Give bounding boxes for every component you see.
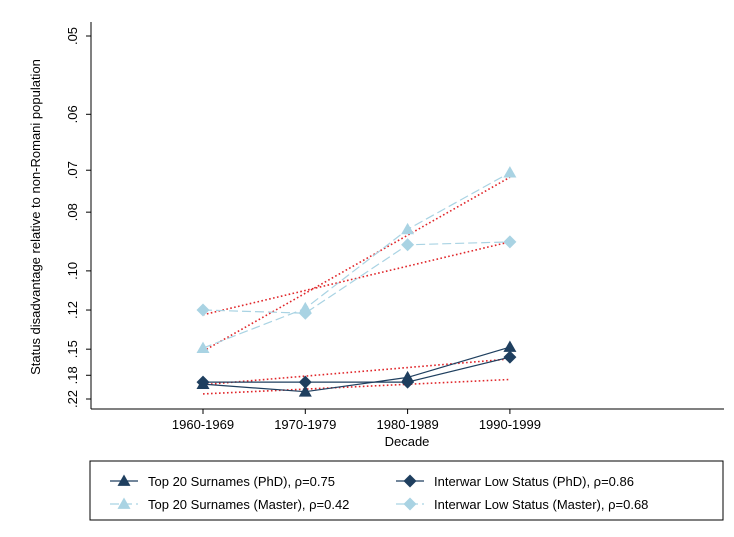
diamond-marker — [401, 375, 415, 389]
x-axis-ticks: 1960-1969 1970-1979 1980-1989 1990-1999 — [172, 409, 541, 432]
x-tick-label: 1990-1999 — [479, 417, 541, 432]
y-tick-label: .06 — [65, 105, 80, 123]
series-line — [202, 241, 510, 314]
y-tick-label: .10 — [65, 262, 80, 280]
x-tick-label: 1970-1979 — [274, 417, 336, 432]
legend-label: Top 20 Surnames (PhD), ρ=0.75 — [148, 474, 335, 489]
legend-label: Top 20 Surnames (Master), ρ=0.42 — [148, 497, 349, 512]
series-line — [203, 356, 511, 383]
series-line — [202, 346, 511, 393]
triangle-marker — [401, 222, 415, 235]
series-lines — [196, 166, 517, 397]
legend-box — [89, 460, 724, 521]
diamond-marker — [298, 306, 312, 320]
legend-label: Interwar Low Status (Master), ρ=0.68 — [434, 497, 648, 512]
diamond-marker — [503, 350, 517, 364]
legend: Top 20 Surnames (PhD), ρ=0.75 Interwar Lo… — [110, 474, 648, 512]
y-tick-label: .05 — [65, 27, 80, 45]
fit-line — [202, 358, 510, 386]
plot-area — [91, 22, 724, 409]
y-tick-label: .22 — [65, 390, 80, 408]
diamond-marker — [503, 235, 517, 249]
y-tick-label: .07 — [65, 161, 80, 179]
y-tick-label: .15 — [65, 340, 80, 358]
diamond-marker — [403, 497, 417, 511]
legend-label: Interwar Low Status (PhD), ρ=0.86 — [434, 474, 634, 489]
y-axis-title: Status disadvantage relative to non-Roma… — [28, 59, 43, 375]
fit-line — [202, 241, 511, 316]
diamond-marker — [403, 474, 417, 488]
fit-line — [202, 378, 510, 395]
triangle-marker — [503, 340, 517, 352]
triangle-marker — [196, 341, 210, 354]
diamond-marker — [298, 375, 312, 389]
y-tick-label: .18 — [65, 366, 80, 384]
diamond-marker — [196, 303, 210, 317]
fit-line — [202, 176, 511, 352]
fit-lines — [202, 176, 511, 395]
diamond-marker — [401, 238, 415, 252]
triangle-marker — [298, 385, 312, 397]
y-axis-ticks: .05 .06 .07 .08 .10 .12 .15 .18 .22 — [65, 27, 91, 408]
triangle-marker — [117, 474, 131, 486]
series-line — [202, 172, 511, 349]
y-tick-label: .08 — [65, 203, 80, 221]
triangle-marker — [503, 166, 517, 178]
diamond-marker — [196, 375, 210, 389]
x-axis-title: Decade — [385, 434, 430, 449]
y-tick-label: .12 — [65, 301, 80, 319]
x-tick-label: 1960-1969 — [172, 417, 234, 432]
triangle-marker — [117, 497, 131, 509]
x-tick-label: 1980-1989 — [377, 417, 439, 432]
